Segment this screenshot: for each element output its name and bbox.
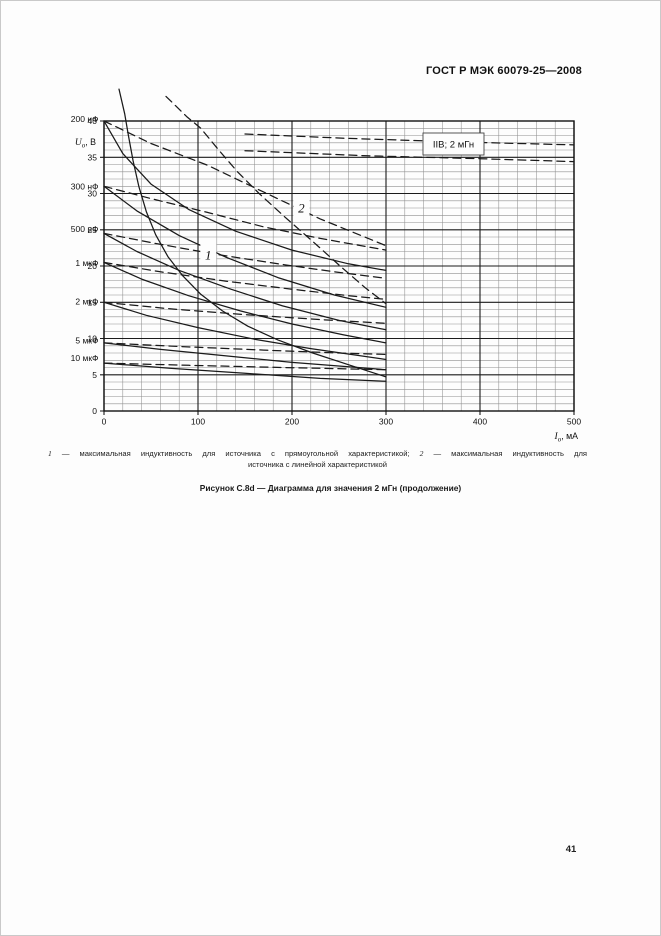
capacitance-label: 1 мкФ [75,258,98,268]
series-c10uF-rectangular [103,362,387,382]
page-number: 41 [565,844,577,855]
x-tick-label: 300 [379,417,393,427]
footnote-line-2: источника с линейной характеристикой [248,460,387,469]
series-top-dashed-a [244,133,575,146]
footnote-line-1: 1 — максимальная индуктивность для источ… [48,448,587,459]
annotation-box [422,132,485,156]
capacitance-label: 5 мкФ [75,336,98,346]
footnote-ref-1: 1 [48,449,52,458]
y-tick-label: 15 [88,297,98,307]
y-tick-label: 30 [88,189,98,199]
series-top-dashed-b [244,150,575,163]
series-c2uF-linear [103,301,387,324]
footnote-ref-2: 2 [419,449,424,458]
y-tick-label: 10 [88,334,98,344]
y-tick-label: 20 [88,261,98,271]
figure-footnote: 1 — максимальная индуктивность для источ… [48,448,587,470]
series-inductance-limit-2-linear [165,95,387,305]
capacitance-label: 200 нФ [71,114,99,124]
y-axis-title: Uо, В [75,137,96,150]
series-c1uF-rectangular [103,261,387,344]
capacitance-label: 300 нФ [71,181,99,191]
series-c200nF-rectangular [103,120,387,272]
series-c1uF-linear [103,261,387,301]
series-c500nF-linear [103,232,387,279]
y-tick-label: 35 [88,152,98,162]
curve-label-2: 2 [298,200,305,215]
series-c200nF-linear [103,120,387,247]
series-c300nF-rectangular [103,185,387,308]
series-c300nF-linear [103,185,387,251]
x-tick-label: 500 [567,417,581,427]
annotation-box-label: IIB; 2 мГн [433,140,474,151]
figure-chart-container: 1 2 IIB; 2 мГн 0 5 10 15 20 25 30 35 40 0 100 200 300 40… [41,81,611,446]
x-tick-label: 200 [285,417,299,427]
footnote-text-1: — максимальная индуктивность для источни… [51,449,420,458]
x-tick-label: 0 [102,417,107,427]
y-tick-label: 5 [92,370,97,380]
series-c5uF-linear [103,342,387,356]
series-c5uF-rectangular [103,342,387,371]
series-c10uF-linear [103,362,387,371]
x-tick-label: 100 [191,417,205,427]
y-tick-label: 25 [88,225,98,235]
footnote-text-2: — максимальная индуктивность для [423,449,588,458]
x-axis-title: Iо, мА [554,431,579,444]
x-tick-label: 400 [473,417,487,427]
capacitance-label: 500 нФ [71,224,99,234]
curve-label-1: 1 [205,247,212,262]
series-c2uF-rectangular [103,301,387,361]
capacitance-label: 2 мкФ [75,297,98,307]
y-tick-label: 0 [92,406,97,416]
y-tick-label: 40 [88,116,98,126]
series-inductance-limit-1-rectangular [118,88,387,378]
figure-caption: Рисунок С.8d — Диаграмма для значения 2 … [199,483,462,493]
capacitance-label: 10 мкФ [71,353,99,363]
document-header-title: ГОСТ Р МЭК 60079-25—2008 [425,65,582,77]
